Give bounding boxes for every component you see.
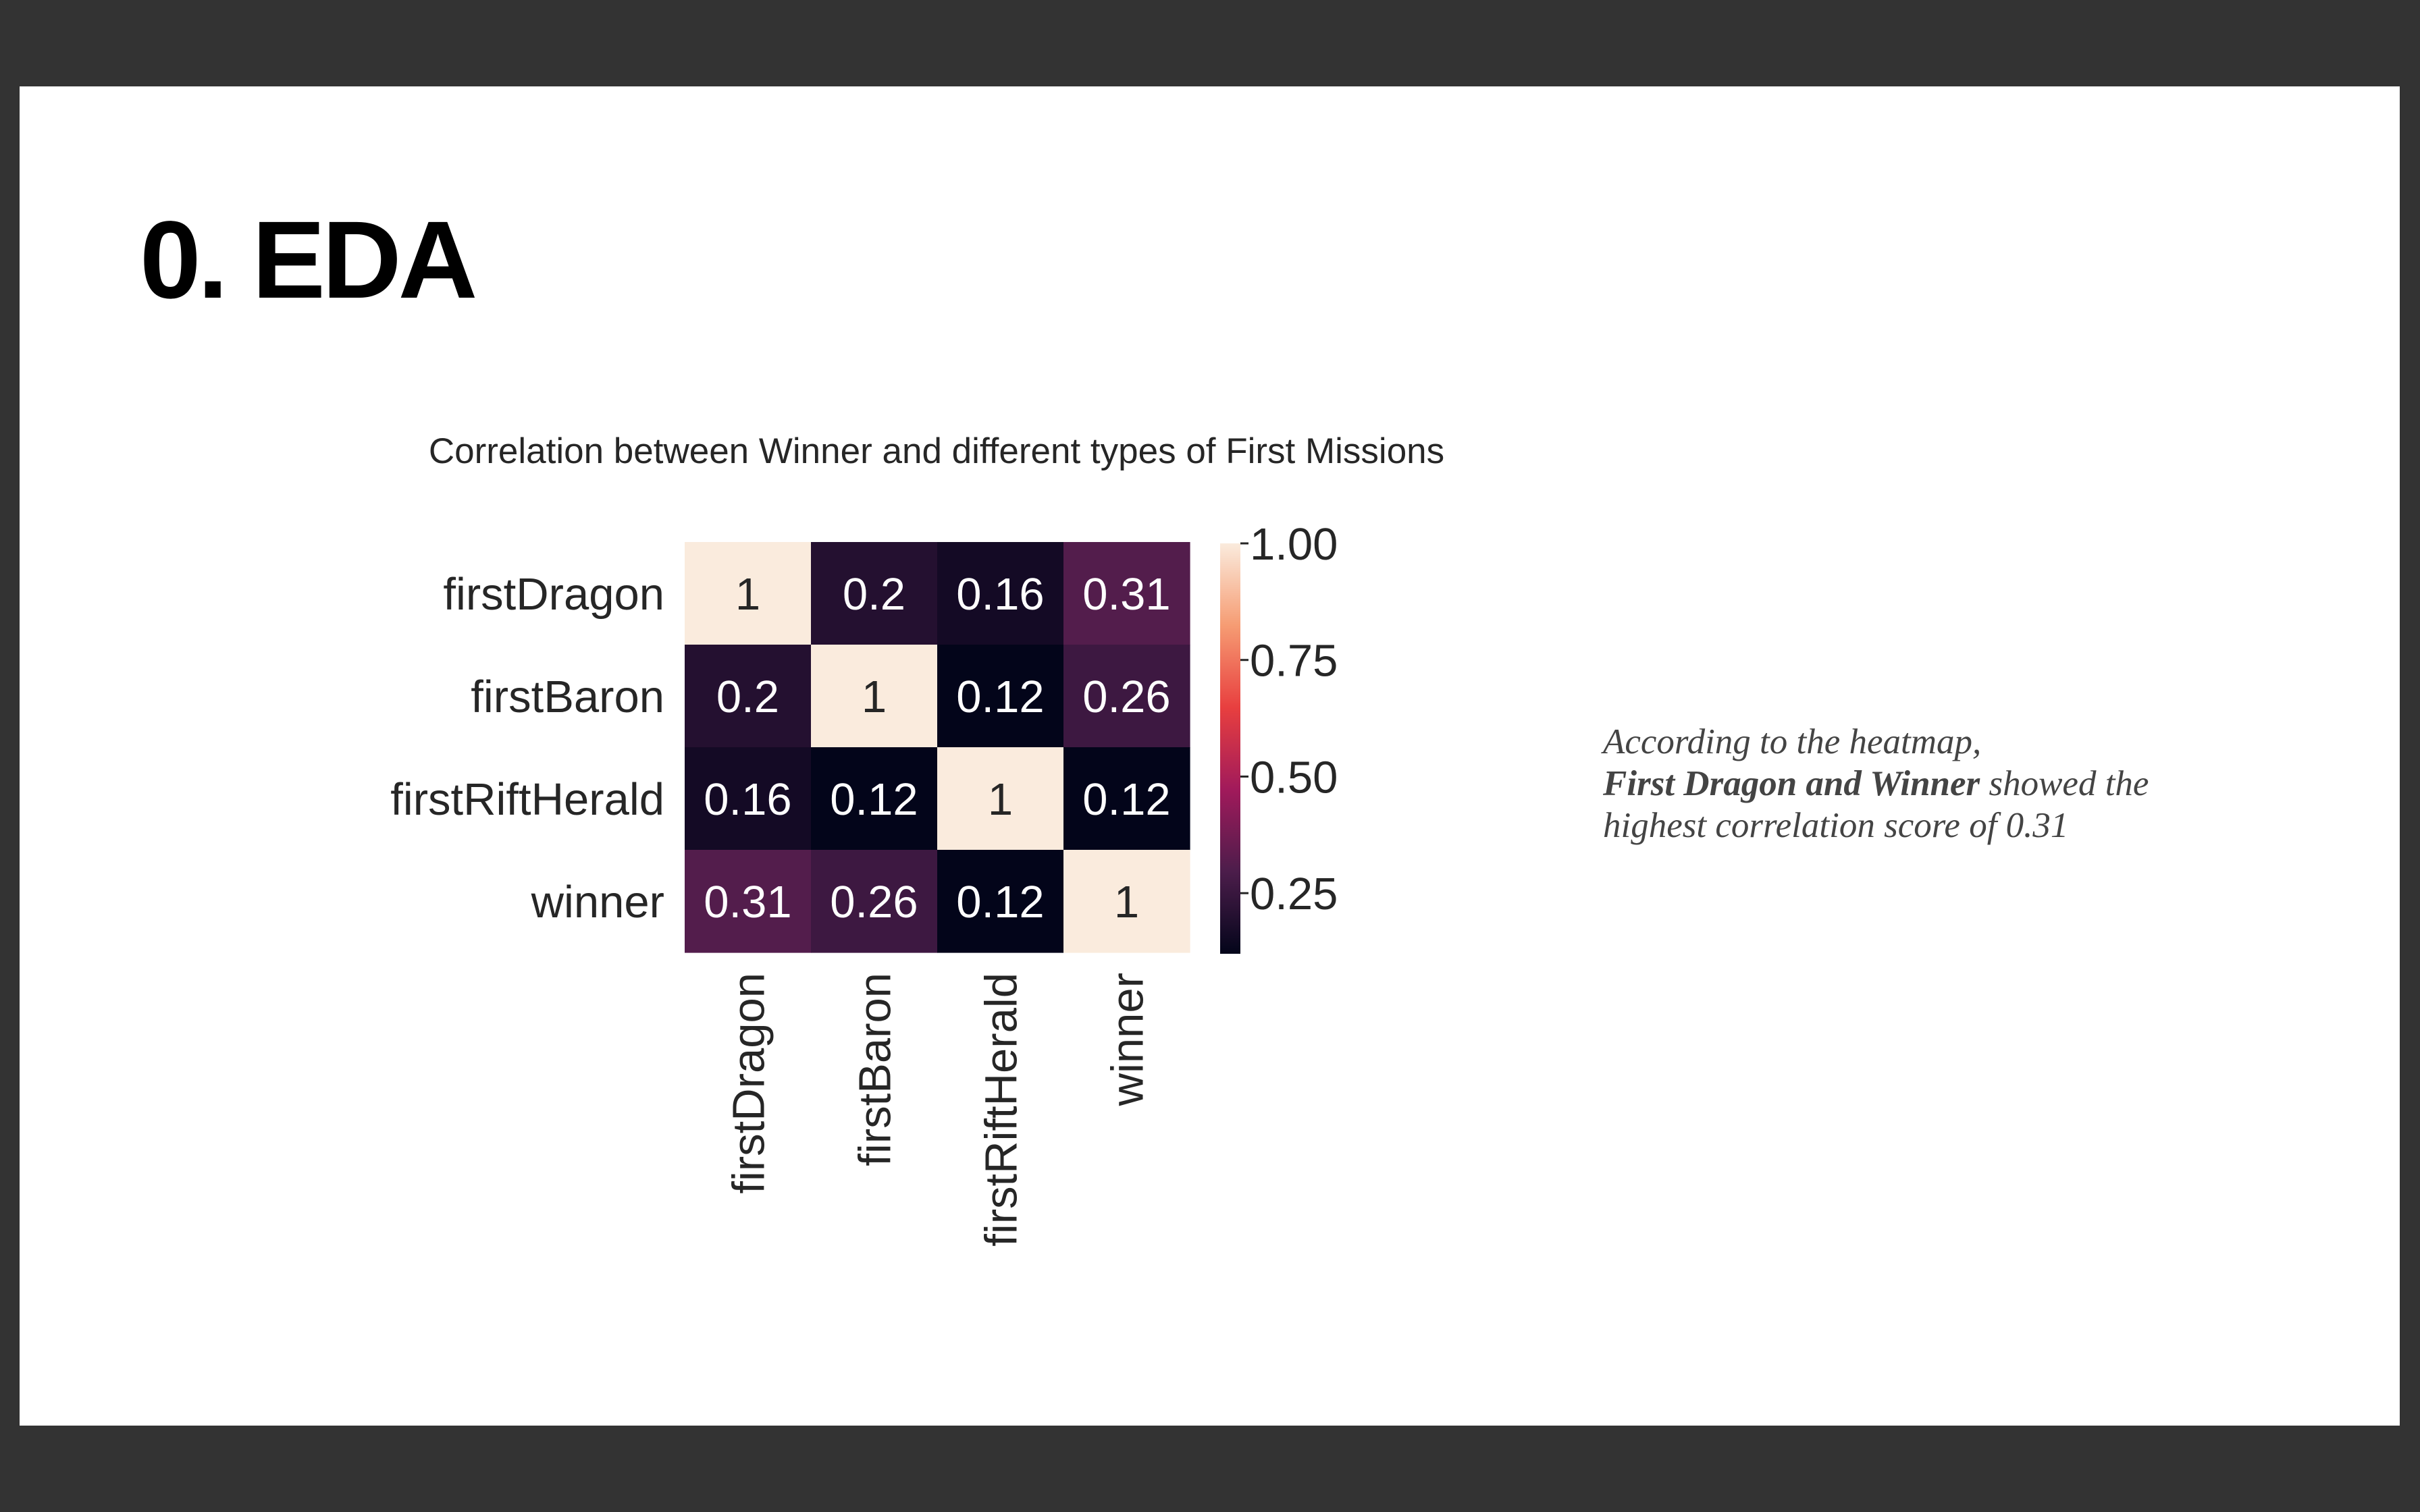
cell-value-label: 0.12 [830,774,918,825]
cell-value-label: 0.26 [1082,672,1170,722]
caption-line-2-rest: showed the [1980,764,2149,803]
heatmap-cell [685,645,812,748]
heatmap-cell [1063,850,1190,953]
column-label: firstDragon [724,973,774,1194]
correlation-heatmap: Correlation between Winner and different… [390,431,1444,1247]
colorbar-tick-label: 0.25 [1250,869,1338,919]
heatmap-cell [811,747,938,850]
column-label: winner [1103,973,1153,1106]
heatmap-cell [1063,747,1190,850]
heatmap-cell [937,645,1064,748]
heatmap-cell [685,747,812,850]
cell-value-label: 0.16 [956,569,1044,620]
heatmap-cell [811,542,938,645]
heatmap-cell [685,542,812,645]
colorbar: 1.00 0.75 0.50 0.25 [1220,519,1338,954]
caption-line-3: highest correlation score of 0.31 [1603,806,2069,845]
colorbar-tick-label: 0.75 [1250,636,1338,686]
slide-title: 0. EDA [140,198,477,321]
cell-value-label: 1 [735,569,760,620]
colorbar-tick-label: 0.50 [1250,752,1338,803]
cell-value-label: 0.2 [843,569,905,620]
cell-value-label: 0.12 [1082,774,1170,825]
column-label: firstBaron [850,973,901,1166]
row-labels: firstDragon firstBaron firstRiftHerald winn… [390,569,664,927]
cell-value-label: 0.2 [716,672,779,722]
row-label: firstDragon [443,569,664,620]
caption-line-1: According to the heatmap, [1603,722,1982,761]
column-label: firstRiftHerald [976,973,1027,1247]
cell-value-label: 0.31 [1082,569,1170,620]
colorbar-gradient [1220,543,1240,954]
heatmap-cell [937,542,1064,645]
column-labels: firstDragon firstBaron firstRiftHerald winn… [724,973,1153,1247]
heatmap-cell [937,850,1064,953]
cell-value-label: 1 [862,672,887,722]
cell-value-label: 1 [1114,877,1139,927]
caption-line-2: First Dragon and Winner showed the [1603,763,2292,805]
row-label: firstBaron [471,672,664,722]
cell-value-label: 0.12 [956,877,1044,927]
heatmap-cell [811,645,938,748]
heatmap-cell [685,850,812,953]
caption: According to the heatmap, First Dragon a… [1603,721,2292,846]
cell-value-label: 0.16 [704,774,791,825]
cell-value-label: 0.26 [830,877,918,927]
heatmap-cells: 1 0.2 0.16 0.31 0.2 1 0.12 0.26 0.16 0.12 1 0.12 0.3… [685,542,1190,953]
heatmap-cell [937,747,1064,850]
row-label: firstRiftHerald [390,774,664,825]
slide: 0. EDA Correlation between Winner and di… [20,86,2400,1426]
heatmap-cell [811,850,938,953]
cell-value-label: 0.31 [704,877,791,927]
heatmap-cell [1063,645,1190,748]
chart-title: Correlation between Winner and different… [429,431,1444,471]
caption-highlight: First Dragon and Winner [1603,764,1980,803]
cell-value-label: 0.12 [956,672,1044,722]
cell-value-label: 1 [988,774,1013,825]
row-label: winner [531,877,664,927]
heatmap-cell [1063,542,1190,645]
colorbar-tick-label: 1.00 [1250,519,1338,570]
